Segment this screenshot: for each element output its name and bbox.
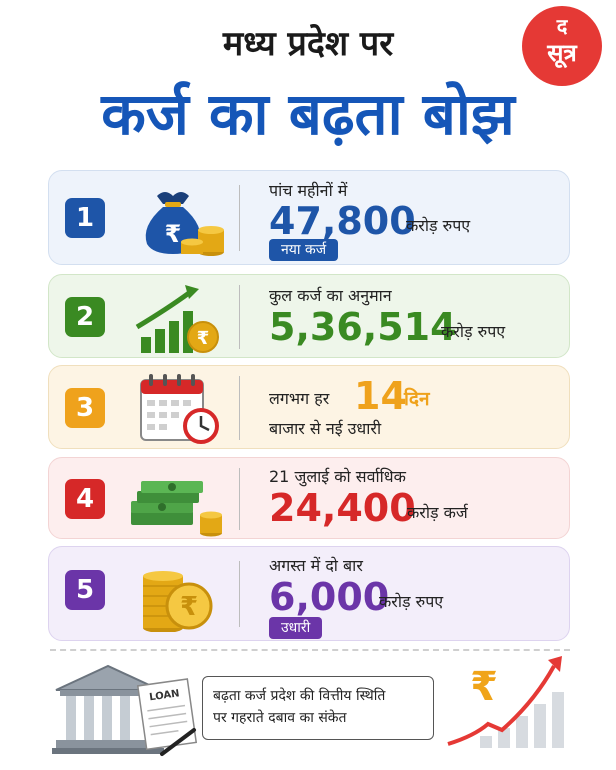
- brand-logo: द सूत्र: [522, 6, 602, 86]
- svg-text:₹: ₹: [470, 664, 498, 710]
- brand-logo-line2: सूत्र: [547, 39, 577, 67]
- info-card-4: 4 21 जुलाई को सर्वाधिक 24,400 करोड़ कर्ज: [48, 457, 570, 539]
- money-bag-icon: ₹: [145, 192, 224, 256]
- card-number-badge: 4: [65, 479, 105, 519]
- card-number-badge: 1: [65, 198, 105, 238]
- card-caption: पांच महीनों में: [269, 181, 348, 200]
- svg-text:₹: ₹: [165, 220, 182, 248]
- card-number-badge: 5: [65, 570, 105, 610]
- card-unit: करोड़ रुपए: [379, 592, 444, 611]
- brand-logo-line1: द: [556, 14, 568, 38]
- card-divider: [239, 561, 240, 627]
- page-title-line1: मध्य प्रदेश पर: [222, 24, 394, 64]
- footer-note-line1: बढ़ता कर्ज प्रदेश की वित्तीय स्थिति: [213, 688, 386, 704]
- card-value: 24,400: [269, 486, 416, 530]
- card-caption: अगस्त में दो बार: [269, 556, 363, 575]
- growth-chart-icon: ₹: [135, 285, 219, 353]
- info-card-5: 5 ₹ अगस्त में दो बार 6,000 करोड़ रुपए उध…: [48, 546, 570, 641]
- section-divider: [50, 649, 570, 651]
- footer-note-line2: पर गहराते दबाव का संकेत: [213, 710, 347, 726]
- card-value: 5,36,514: [269, 305, 457, 349]
- svg-text:₹: ₹: [180, 592, 198, 622]
- card-unit: करोड़ रुपए: [406, 216, 471, 235]
- card-divider: [239, 285, 240, 349]
- card-unit: करोड़ रुपए: [441, 322, 506, 341]
- card-unit: करोड़ कर्ज: [407, 503, 468, 522]
- footer-note: बढ़ता कर्ज प्रदेश की वित्तीय स्थिति पर ग…: [202, 676, 434, 740]
- card-caption: लगभग हर: [269, 389, 330, 408]
- card-caption-line2: बाजार से नई उधारी: [269, 419, 382, 438]
- svg-text:₹: ₹: [197, 328, 210, 349]
- card-value: 47,800: [269, 199, 416, 243]
- card-value: 6,000: [269, 575, 390, 619]
- bank-loan-icon: LOAN: [52, 664, 198, 756]
- card-value-suffix: दिन: [404, 388, 430, 410]
- cash-stack-icon: [131, 481, 222, 537]
- card-tag: उधारी: [269, 617, 323, 639]
- card-tag: नया कर्ज: [269, 239, 339, 261]
- calendar-clock-icon: [140, 374, 219, 444]
- page-title-line2: कर्ज का बढ़ता बोझ: [101, 80, 515, 148]
- card-number-badge: 2: [65, 297, 105, 337]
- info-card-3: 3 लगभग हर 14 दिन बाजार से नई उधारी: [48, 365, 570, 449]
- rupee-growth-chart-icon: ₹: [447, 656, 564, 748]
- info-card-2: 2 ₹ कुल कर्ज का अनुमान 5,36,514 करोड़ रु…: [48, 274, 570, 358]
- card-number-badge: 3: [65, 388, 105, 428]
- card-caption: कुल कर्ज का अनुमान: [269, 286, 392, 305]
- card-divider: [239, 468, 240, 530]
- card-value: 14: [354, 374, 407, 418]
- card-divider: [239, 185, 240, 251]
- loan-label: LOAN: [149, 688, 181, 703]
- info-card-1: 1 ₹ पांच महीनों में 47,800 करोड़ रुपए नय…: [48, 170, 570, 265]
- card-divider: [239, 376, 240, 440]
- card-caption: 21 जुलाई को सर्वाधिक: [269, 467, 406, 486]
- coin-stack-icon: ₹: [143, 571, 213, 632]
